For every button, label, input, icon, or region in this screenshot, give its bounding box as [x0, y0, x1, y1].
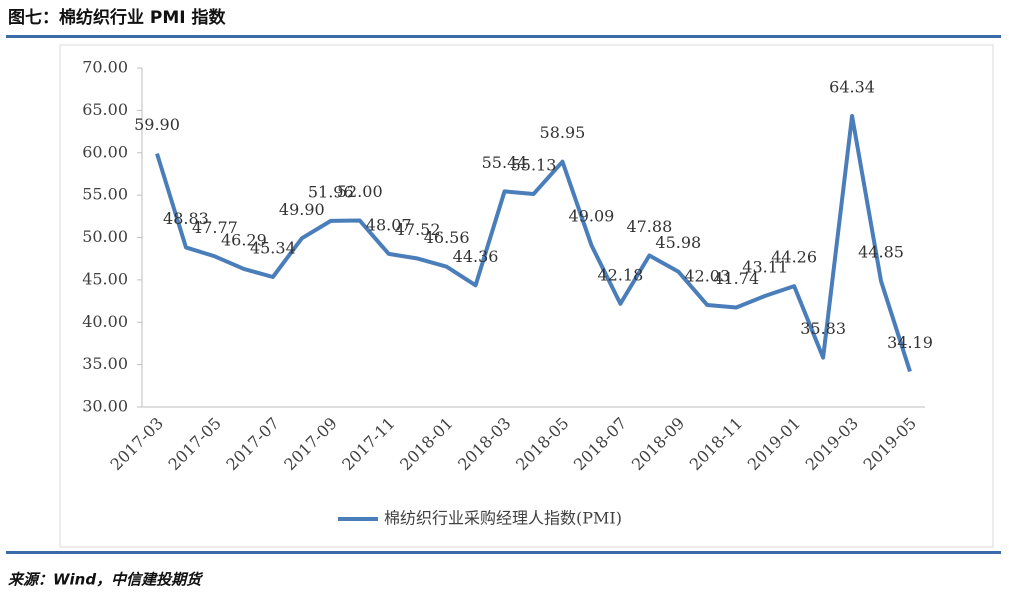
data-label: 47.77: [192, 218, 238, 237]
x-tick-label: 2019-05: [860, 414, 920, 474]
data-label: 51.96: [308, 182, 354, 201]
y-tick-label: 40.00: [82, 312, 128, 331]
header-rule: [6, 35, 1001, 38]
data-label: 44.85: [858, 243, 904, 262]
x-tick-label: 2019-03: [802, 414, 862, 474]
data-label: 44.26: [771, 248, 817, 267]
y-tick-label: 65.00: [82, 100, 128, 119]
y-tick-label: 35.00: [82, 354, 128, 373]
x-tick-label: 2017-05: [164, 414, 224, 474]
data-label: 59.90: [134, 115, 180, 134]
x-tick-label: 2018-05: [512, 414, 572, 474]
data-label: 55.13: [511, 156, 557, 175]
data-label: 52.00: [337, 182, 383, 201]
data-line: [155, 113, 912, 373]
data-label: 34.19: [887, 333, 933, 352]
data-label: 44.36: [453, 247, 499, 266]
x-tick-label: 2018-01: [396, 414, 456, 474]
y-tick-label: 45.00: [82, 269, 128, 288]
data-label: 46.56: [424, 228, 470, 247]
data-label: 48.83: [163, 209, 209, 228]
x-tick-label: 2018-11: [686, 414, 746, 474]
source-note: 来源：Wind，中信建投期货: [8, 571, 204, 589]
y-tick-label: 60.00: [82, 142, 128, 161]
y-tick-label: 70.00: [82, 58, 128, 77]
y-tick-label: 55.00: [82, 185, 128, 204]
y-tick-label: 50.00: [82, 227, 128, 246]
data-label: 47.52: [395, 220, 441, 239]
x-tick-label: 2019-01: [744, 414, 804, 474]
chart-title: 图七：棉纺织行业 PMI 指数: [8, 7, 227, 28]
data-label: 43.11: [742, 257, 788, 276]
x-tick-label: 2017-09: [280, 414, 340, 474]
data-label: 41.74: [713, 269, 759, 288]
data-label: 35.83: [800, 319, 846, 338]
data-label: 58.95: [540, 123, 586, 142]
data-label: 49.09: [569, 207, 615, 226]
data-label: 42.03: [684, 267, 730, 286]
data-label: 45.98: [655, 233, 701, 252]
data-label: 48.07: [366, 215, 412, 234]
data-label: 45.34: [250, 238, 296, 257]
data-label: 47.88: [626, 217, 672, 236]
chart-frame: [59, 44, 994, 548]
data-label: 64.34: [829, 77, 875, 96]
x-tick-label: 2018-09: [628, 414, 688, 474]
x-tick-label: 2018-03: [454, 414, 514, 474]
x-tick-label: 2017-07: [222, 414, 282, 474]
x-tick-label: 2018-07: [570, 414, 630, 474]
x-tick-label: 2017-03: [107, 414, 167, 474]
y-tick-label: 30.00: [82, 397, 128, 416]
data-label: 55.44: [482, 153, 528, 172]
x-tick-label: 2017-11: [338, 414, 398, 474]
footer-rule: [6, 551, 1001, 554]
data-label: 46.29: [221, 230, 267, 249]
data-label: 42.18: [597, 265, 643, 284]
data-label: 49.90: [279, 200, 325, 219]
legend-label: 棉纺织行业采购经理人指数(PMI): [384, 509, 622, 528]
